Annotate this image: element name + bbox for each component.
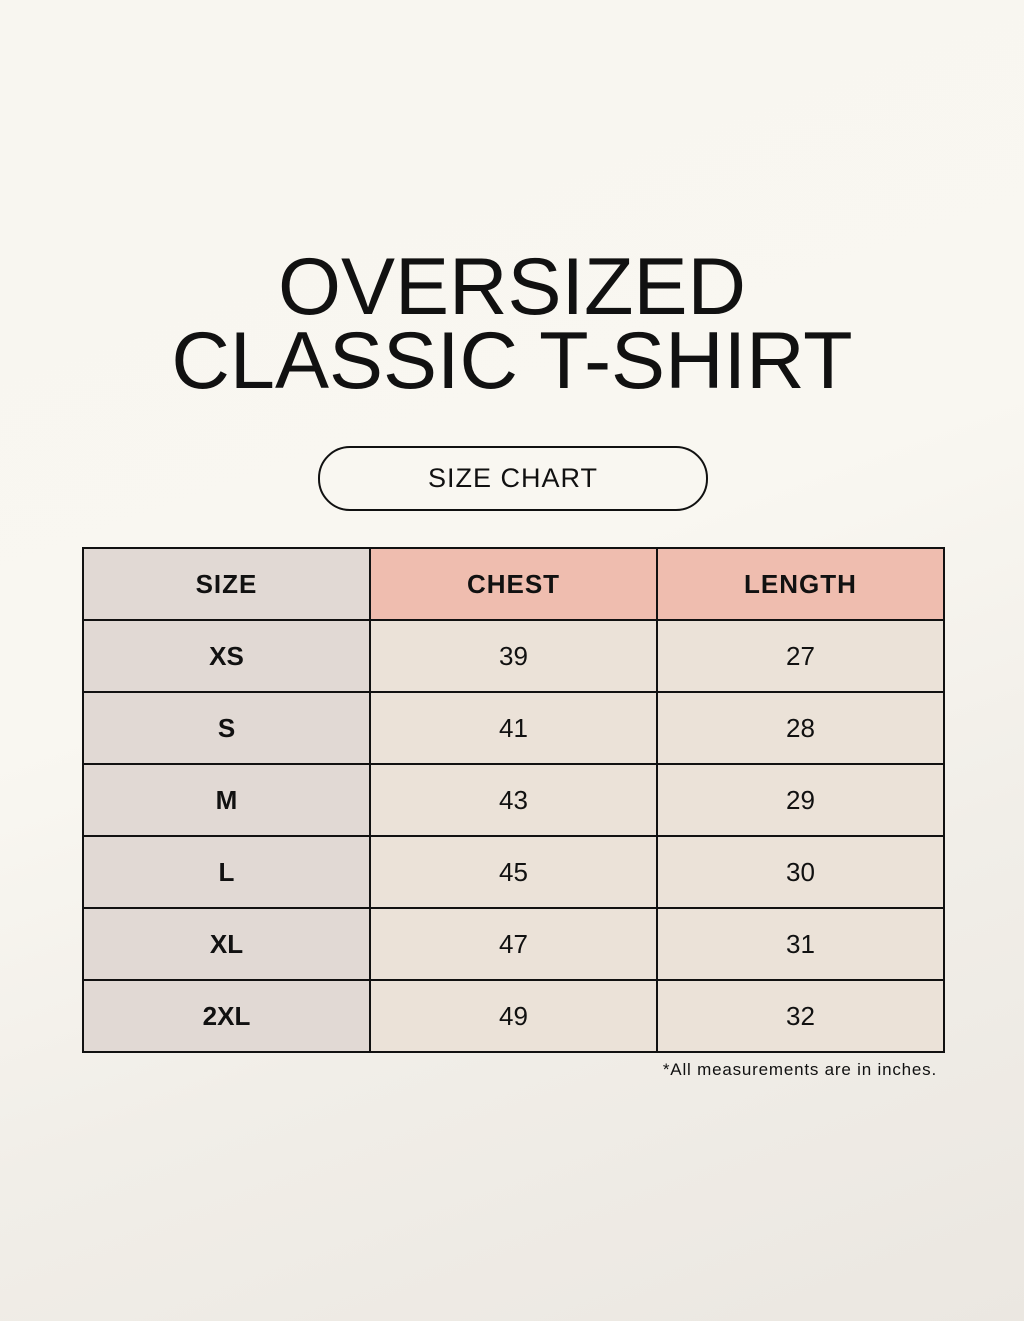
table-row: M 43 29 <box>82 763 945 837</box>
size-chart-badge: SIZE CHART <box>318 446 708 511</box>
length-cell: 29 <box>656 763 945 837</box>
chest-cell: 41 <box>369 691 658 765</box>
chest-cell: 43 <box>369 763 658 837</box>
length-cell: 30 <box>656 835 945 909</box>
header-chest: CHEST <box>369 547 658 621</box>
chest-cell: 47 <box>369 907 658 981</box>
size-cell: L <box>82 835 371 909</box>
page-title: OVERSIZED CLASSIC T-SHIRT <box>0 242 1024 406</box>
length-cell: 27 <box>656 619 945 693</box>
size-cell: S <box>82 691 371 765</box>
size-cell: XL <box>82 907 371 981</box>
table-row: S 41 28 <box>82 691 945 765</box>
size-cell: 2XL <box>82 979 371 1053</box>
table-row: 2XL 49 32 <box>82 979 945 1053</box>
chest-cell: 45 <box>369 835 658 909</box>
chest-cell: 49 <box>369 979 658 1053</box>
title-line-1: OVERSIZED <box>277 242 747 332</box>
measurement-note: *All measurements are in inches. <box>662 1060 937 1079</box>
table-row: L 45 30 <box>82 835 945 909</box>
size-cell: XS <box>82 619 371 693</box>
chest-cell: 39 <box>369 619 658 693</box>
table-header-row: SIZE CHEST LENGTH <box>82 547 945 621</box>
length-cell: 28 <box>656 691 945 765</box>
length-cell: 32 <box>656 979 945 1053</box>
length-cell: 31 <box>656 907 945 981</box>
size-table: SIZE CHEST LENGTH XS 39 27 S 41 28 M 43 29 L 45 30 X… <box>82 547 945 1053</box>
header-length: LENGTH <box>656 547 945 621</box>
header-size: SIZE <box>82 547 371 621</box>
size-cell: M <box>82 763 371 837</box>
title-line-2: CLASSIC T-SHIRT <box>171 316 853 406</box>
table-row: XL 47 31 <box>82 907 945 981</box>
table-row: XS 39 27 <box>82 619 945 693</box>
